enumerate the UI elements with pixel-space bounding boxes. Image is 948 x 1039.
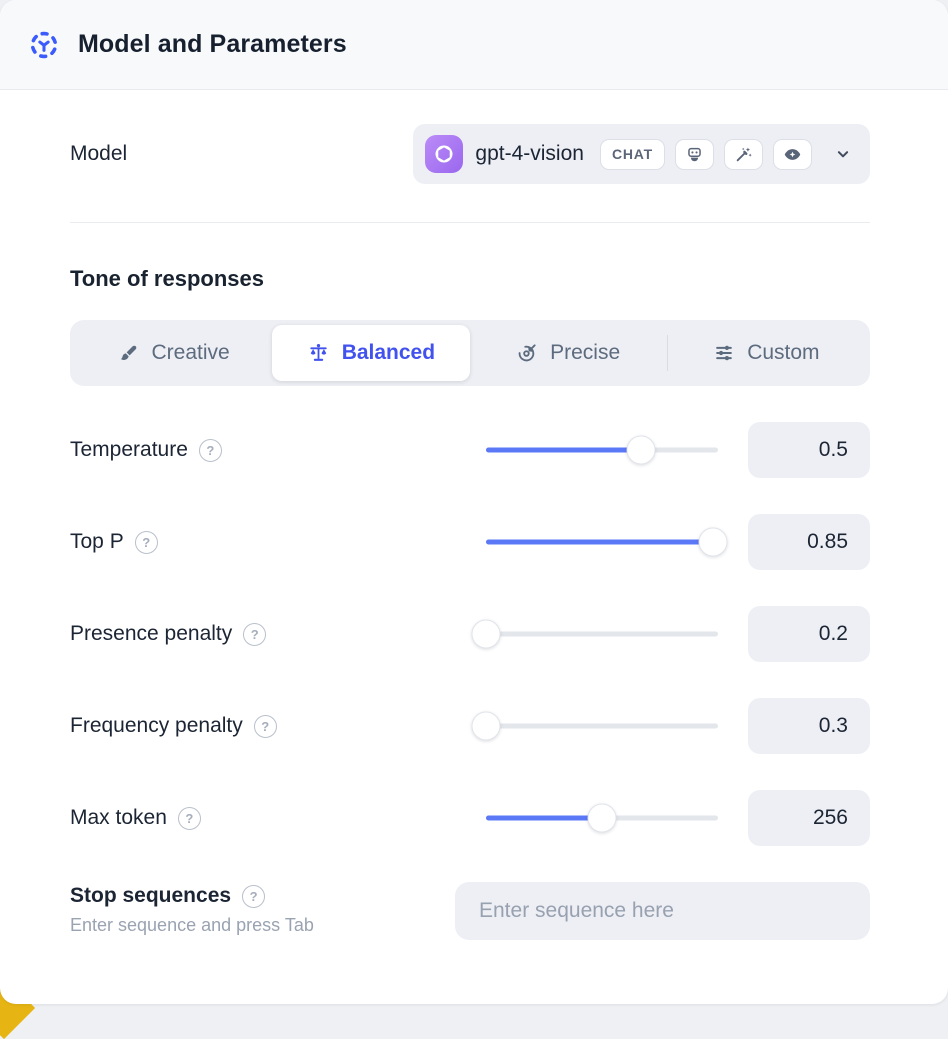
temperature-value[interactable]: 0.5 xyxy=(748,422,870,478)
slider-fill xyxy=(486,447,642,453)
model-label: Model xyxy=(70,142,128,165)
tone-option-precise[interactable]: Precise xyxy=(470,325,667,381)
frequency-penalty-value[interactable]: 0.3 xyxy=(748,698,870,754)
tone-option-creative[interactable]: Creative xyxy=(75,325,272,381)
stop-sequences-helper: Enter sequence and press Tab xyxy=(70,915,314,935)
slider-thumb[interactable] xyxy=(698,527,728,557)
tone-option-balanced[interactable]: Balanced xyxy=(272,325,470,381)
paintbrush-icon xyxy=(120,345,136,360)
help-icon[interactable]: ? xyxy=(198,438,222,462)
wand-sparkles-icon xyxy=(724,138,763,170)
stop-sequence-input[interactable] xyxy=(455,882,870,940)
stop-sequences-label: Stop sequences xyxy=(70,884,232,907)
tone-option-label: Precise xyxy=(550,341,621,364)
param-row-top-p: Top P ? 0.85 xyxy=(70,514,870,570)
param-label: Presence penalty xyxy=(70,622,233,645)
param-label: Temperature xyxy=(70,438,188,461)
slider-fill xyxy=(486,815,602,821)
divider xyxy=(70,222,870,223)
target-arrow-icon xyxy=(518,344,536,362)
param-label: Max token xyxy=(70,806,167,829)
help-icon[interactable]: ? xyxy=(177,806,201,830)
tone-segmented-control: Creative Balanced xyxy=(70,320,870,386)
slider-thumb[interactable] xyxy=(626,435,656,465)
slider-thumb[interactable] xyxy=(471,711,501,741)
presence-penalty-value[interactable]: 0.2 xyxy=(748,606,870,662)
segment-divider xyxy=(666,335,668,371)
max-token-value[interactable]: 256 xyxy=(748,790,870,846)
param-label: Frequency penalty xyxy=(70,714,243,737)
model-hub-icon xyxy=(28,29,60,61)
slider-thumb[interactable] xyxy=(587,803,617,833)
model-parameters-panel: Model and Parameters Model xyxy=(0,0,948,1004)
eye-sparkle-icon xyxy=(773,138,812,170)
param-row-frequency-penalty: Frequency penalty ? 0.3 xyxy=(70,698,870,754)
param-row-temperature: Temperature ? 0.5 xyxy=(70,422,870,478)
slider-track xyxy=(486,631,718,637)
max-token-slider[interactable] xyxy=(486,803,718,833)
tone-option-label: Balanced xyxy=(341,341,436,364)
selected-model-name: gpt-4-vision xyxy=(475,142,584,165)
balance-scale-icon xyxy=(309,343,327,361)
param-row-presence-penalty: Presence penalty ? 0.2 xyxy=(70,606,870,662)
chevron-down-icon xyxy=(832,143,854,165)
top-p-value[interactable]: 0.85 xyxy=(748,514,870,570)
sliders-icon xyxy=(716,345,733,361)
frequency-penalty-slider[interactable] xyxy=(471,711,718,741)
param-label: Top P xyxy=(70,530,124,553)
help-icon[interactable]: ? xyxy=(253,714,277,738)
tone-option-label: Custom xyxy=(747,341,820,364)
tone-heading: Tone of responses xyxy=(70,266,264,291)
param-row-max-token: Max token ? 256 xyxy=(70,790,870,846)
openai-logo-icon xyxy=(425,135,464,173)
help-icon[interactable]: ? xyxy=(134,530,158,554)
chat-type-badge: CHAT xyxy=(599,138,665,170)
slider-thumb[interactable] xyxy=(471,619,501,649)
panel-title: Model and Parameters xyxy=(78,30,347,58)
help-icon[interactable]: ? xyxy=(243,622,267,646)
slider-track xyxy=(486,723,718,729)
presence-penalty-slider[interactable] xyxy=(471,619,718,649)
robot-icon xyxy=(675,138,714,170)
model-select[interactable]: gpt-4-vision CHAT xyxy=(413,124,870,184)
tone-option-label: Creative xyxy=(151,341,230,364)
top-p-slider[interactable] xyxy=(486,527,728,557)
tone-option-custom[interactable]: Custom xyxy=(668,325,865,381)
slider-fill xyxy=(486,539,714,545)
model-row: Model gpt-4-vision CH xyxy=(70,124,870,184)
stop-sequences-row: Stop sequences ? Enter sequence and pres… xyxy=(70,882,870,940)
panel-header: Model and Parameters xyxy=(0,0,948,90)
temperature-slider[interactable] xyxy=(486,435,718,465)
help-icon[interactable]: ? xyxy=(242,884,266,908)
